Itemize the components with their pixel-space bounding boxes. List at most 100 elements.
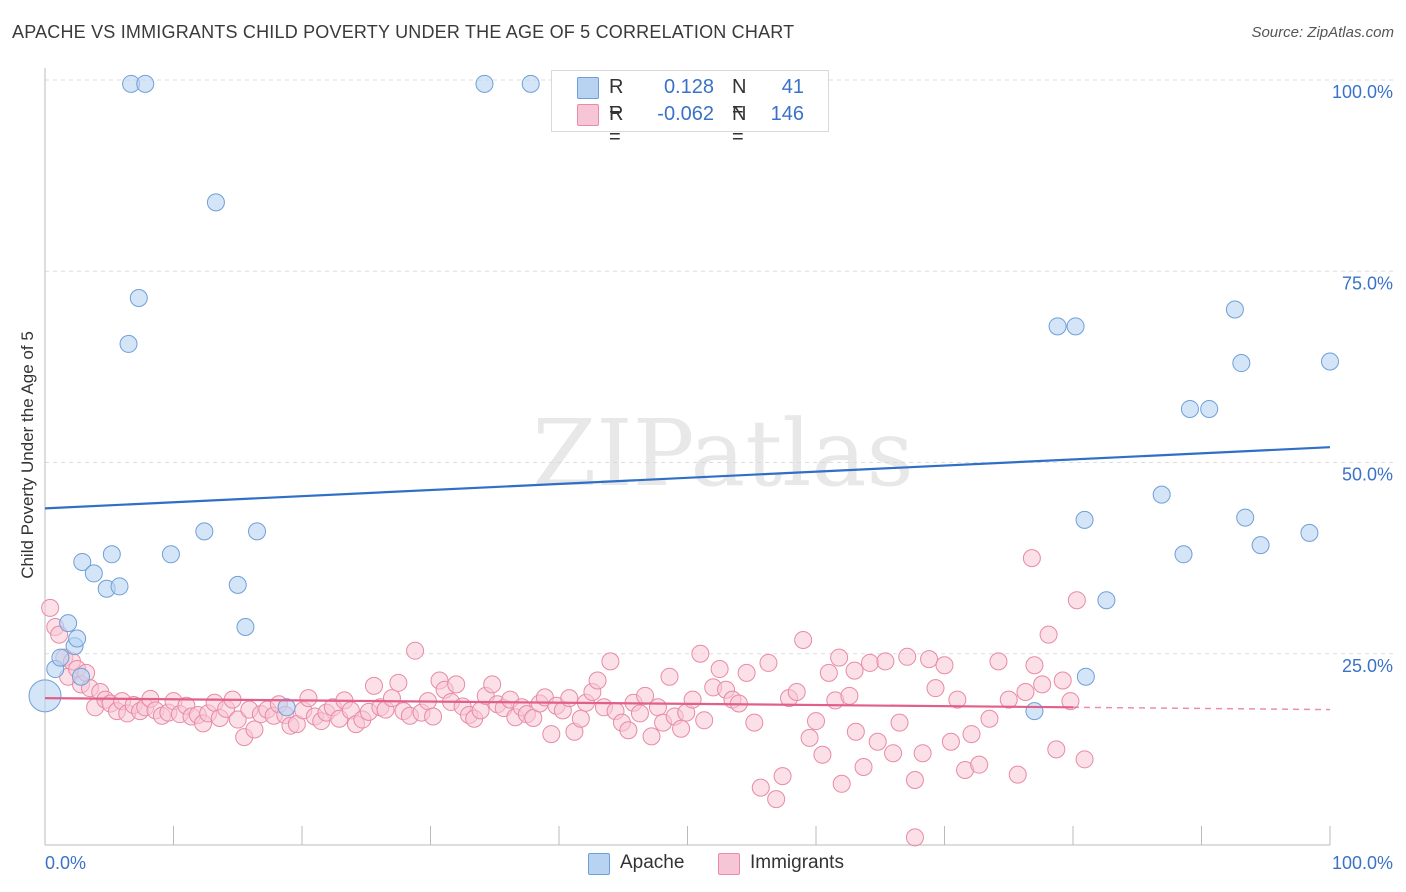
apache-legend-label: Apache [620, 852, 685, 873]
immigrants-point [406, 641, 425, 660]
apache-point [1236, 508, 1255, 527]
apache-trend-line [44, 446, 1331, 510]
immigrants-point [854, 757, 873, 776]
immigrants-point [941, 732, 960, 751]
apache-point [521, 74, 540, 93]
apache-point [1076, 667, 1095, 686]
legend-r-label: R = [609, 103, 624, 148]
immigrants-point [710, 660, 729, 679]
immigrants-swatch [577, 104, 599, 126]
apache-point [73, 552, 92, 571]
immigrants-point [1033, 675, 1052, 694]
apache-points [28, 74, 1339, 721]
tick-labels: 100.0% 75.0% 50.0% 25.0% 0.0% 100.0% [45, 82, 1393, 873]
immigrants-point [800, 728, 819, 747]
y-tick-label: 75.0% [1342, 273, 1393, 293]
immigrants-point [571, 709, 590, 728]
legend-n-value: 41 [781, 76, 804, 98]
y-tick-label: 25.0% [1342, 656, 1393, 676]
immigrants-point [41, 598, 60, 617]
correlation-legend: R = 0.128 N = 41 R = -0.062 N = 146 [551, 70, 829, 148]
immigrants-point [794, 630, 813, 649]
immigrants-point [642, 727, 661, 746]
axes [44, 68, 1331, 846]
immigrants-point [542, 725, 561, 744]
immigrants-point [1008, 765, 1027, 784]
immigrants-point [980, 709, 999, 728]
immigrants-point [819, 663, 838, 682]
immigrants-point [447, 675, 466, 694]
immigrants-point [989, 652, 1008, 671]
immigrants-point [1075, 750, 1094, 769]
immigrants-point [1022, 549, 1041, 568]
apache-point [1232, 354, 1251, 373]
immigrants-point [920, 650, 939, 669]
immigrants-point [424, 707, 443, 726]
immigrants-point [846, 722, 865, 741]
y-tick-label: 50.0% [1342, 465, 1393, 485]
apache-point [129, 289, 148, 308]
immigrants-point [845, 661, 864, 680]
apache-point [195, 522, 214, 541]
immigrants-point [560, 689, 579, 708]
apache-point [248, 522, 267, 541]
immigrants-point [389, 673, 408, 692]
trend-lines [44, 446, 1331, 711]
immigrants-point [773, 767, 792, 786]
y-axis-label: Child Poverty Under the Age of 5 [18, 331, 37, 579]
apache-swatch [577, 77, 599, 99]
immigrants-point [813, 745, 832, 764]
immigrants-point [672, 719, 691, 738]
y-tick-label: 100.0% [1332, 82, 1393, 102]
apache-point [1048, 317, 1067, 336]
watermark: ZIPatlas [532, 400, 913, 507]
apache-point [1097, 591, 1116, 610]
apache-point [119, 334, 138, 353]
immigrants-point [913, 744, 932, 763]
legend-r-label: R = [609, 76, 624, 121]
apache-point [51, 648, 70, 667]
apache-point [1152, 485, 1171, 504]
immigrants-point [905, 828, 924, 847]
apache-point [110, 577, 129, 596]
immigrants-point [1067, 591, 1086, 610]
apache-point [59, 614, 78, 633]
immigrants-point [830, 648, 849, 667]
immigrants-point [691, 644, 710, 663]
immigrants-point [660, 667, 679, 686]
legend-r-value: 0.128 [663, 76, 714, 98]
immigrants-point [228, 710, 247, 729]
immigrants-point [1025, 656, 1044, 675]
immigrants-point [948, 690, 967, 709]
immigrants-point [1016, 683, 1035, 701]
immigrants-point [999, 690, 1018, 709]
immigrants-points [41, 549, 1094, 847]
apache-swatch [588, 853, 610, 875]
apache-point [102, 545, 121, 564]
immigrants-point [630, 704, 649, 723]
immigrants-point [868, 732, 887, 751]
immigrants-point [483, 675, 502, 694]
immigrants-trend-extension [1072, 706, 1331, 711]
apache-point [1174, 545, 1193, 564]
apache-point [1075, 510, 1094, 529]
immigrants-point [898, 647, 917, 666]
immigrants-point [935, 656, 954, 675]
immigrants-point [737, 663, 756, 682]
apache-point [71, 667, 90, 686]
immigrants-point [245, 720, 264, 739]
apache-point [1321, 352, 1339, 371]
chart-title: APACHE VS IMMIGRANTS CHILD POVERTY UNDER… [12, 22, 795, 42]
immigrants-trend-line [44, 697, 1074, 709]
immigrants-point [962, 725, 981, 744]
immigrants-point [683, 690, 702, 709]
x-tick-label: 0.0% [45, 853, 86, 873]
legend-r-value: -0.062 [657, 103, 714, 125]
immigrants-point [1061, 692, 1080, 711]
apache-point [84, 564, 103, 583]
immigrants-point [884, 744, 903, 763]
immigrants-point [807, 712, 825, 731]
immigrants-point [745, 713, 764, 732]
immigrants-point [759, 653, 778, 672]
apache-point [161, 545, 180, 564]
